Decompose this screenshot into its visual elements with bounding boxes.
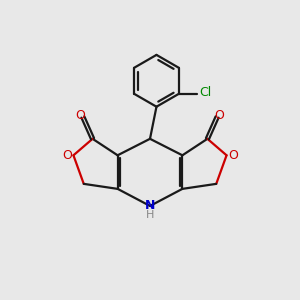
Text: H: H [146,210,154,220]
Text: O: O [76,109,85,122]
Text: O: O [62,149,72,162]
Text: N: N [145,200,155,212]
Text: Cl: Cl [199,86,212,99]
Text: O: O [228,149,238,162]
Text: O: O [214,109,224,122]
